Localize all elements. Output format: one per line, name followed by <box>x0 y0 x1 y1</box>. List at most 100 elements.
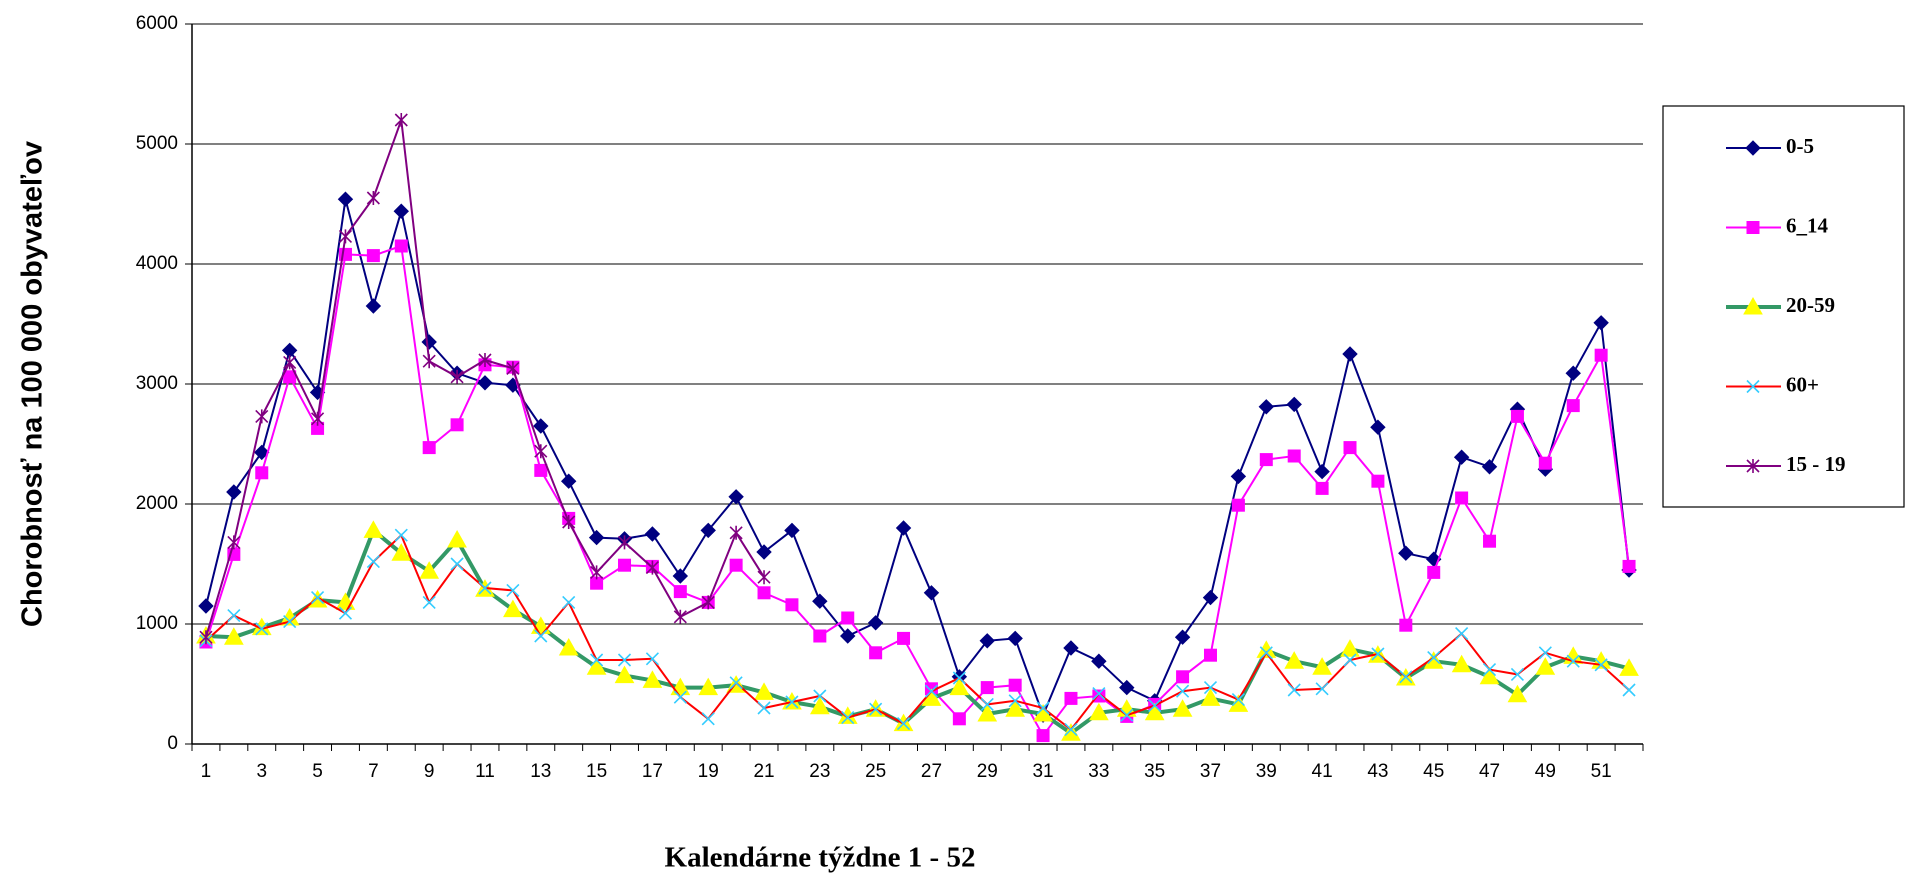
marker <box>450 557 464 571</box>
marker <box>1176 684 1190 698</box>
x-axis-label: Kalendárne týždne 1 - 52 <box>665 842 976 874</box>
marker <box>1200 688 1221 706</box>
marker <box>841 711 855 725</box>
marker <box>562 515 576 529</box>
marker <box>1230 468 1247 485</box>
x-tick-label: 31 <box>1032 761 1053 782</box>
marker <box>562 595 576 609</box>
marker <box>979 633 995 649</box>
marker <box>450 369 464 384</box>
marker <box>1172 699 1193 717</box>
marker <box>1538 456 1552 470</box>
legend-label: 0-5 <box>1786 134 1814 158</box>
marker <box>896 717 911 731</box>
marker <box>614 665 635 684</box>
marker <box>673 690 687 704</box>
marker <box>283 370 297 384</box>
marker <box>366 249 380 263</box>
marker <box>1120 708 1134 722</box>
x-tick-label: 39 <box>1256 761 1277 782</box>
marker <box>1535 657 1556 675</box>
marker <box>338 229 353 244</box>
marker <box>419 561 440 579</box>
x-tick-label: 35 <box>1144 761 1165 782</box>
marker <box>1312 657 1332 675</box>
marker <box>1091 653 1107 669</box>
marker <box>785 598 799 612</box>
x-tick-label: 7 <box>368 761 379 782</box>
marker <box>1371 474 1385 488</box>
marker <box>841 611 855 625</box>
marker <box>1746 221 1760 234</box>
marker <box>1593 315 1609 331</box>
marker <box>729 525 743 540</box>
marker <box>1343 441 1357 455</box>
marker <box>1619 658 1639 676</box>
marker <box>980 681 994 695</box>
marker <box>645 652 659 666</box>
legend-label: 60+ <box>1786 372 1819 396</box>
marker <box>673 609 687 624</box>
marker <box>754 682 774 700</box>
marker <box>1148 699 1162 713</box>
marker <box>590 565 604 580</box>
x-tick-label: 41 <box>1312 761 1333 782</box>
marker <box>813 689 827 703</box>
marker <box>1743 296 1763 315</box>
marker <box>698 677 719 696</box>
marker <box>1481 459 1498 475</box>
marker <box>701 595 715 610</box>
x-tick-label: 1 <box>201 761 212 782</box>
marker <box>534 629 548 643</box>
marker <box>923 585 940 601</box>
legend-label: 20-59 <box>1786 293 1835 317</box>
marker <box>1455 491 1469 505</box>
marker <box>1370 419 1386 435</box>
x-tick-label: 33 <box>1088 761 1109 782</box>
marker <box>924 684 939 698</box>
marker <box>1399 618 1413 632</box>
marker <box>255 466 269 480</box>
marker <box>1371 647 1385 661</box>
marker <box>1565 365 1581 381</box>
marker <box>1315 682 1329 696</box>
marker <box>1259 646 1273 660</box>
marker <box>366 555 380 569</box>
marker <box>812 593 828 609</box>
marker <box>1064 691 1078 705</box>
marker <box>757 586 771 600</box>
marker <box>1007 630 1023 647</box>
marker <box>1455 627 1469 641</box>
series-line <box>205 533 1630 732</box>
marker <box>949 677 970 696</box>
marker <box>224 627 244 645</box>
marker <box>1005 699 1026 717</box>
marker <box>337 191 354 207</box>
x-tick-label: 29 <box>977 761 998 782</box>
marker <box>1036 701 1050 715</box>
marker <box>311 591 325 605</box>
marker <box>311 411 325 426</box>
marker <box>700 522 716 539</box>
marker <box>1092 687 1106 701</box>
marker <box>1594 658 1608 672</box>
marker <box>1314 463 1330 480</box>
x-tick-label: 13 <box>530 761 551 782</box>
marker <box>366 191 380 205</box>
marker <box>1343 653 1357 667</box>
x-tick-label: 51 <box>1591 761 1612 782</box>
marker <box>1340 639 1360 657</box>
marker <box>283 615 297 629</box>
marker <box>394 239 408 253</box>
marker <box>729 676 743 690</box>
marker <box>590 653 604 667</box>
marker <box>757 701 771 715</box>
y-tick-label: 5000 <box>136 133 178 154</box>
marker <box>672 568 689 584</box>
marker <box>756 544 772 560</box>
marker <box>644 526 661 542</box>
marker <box>1061 723 1081 741</box>
marker <box>1510 667 1524 681</box>
marker <box>809 696 830 715</box>
